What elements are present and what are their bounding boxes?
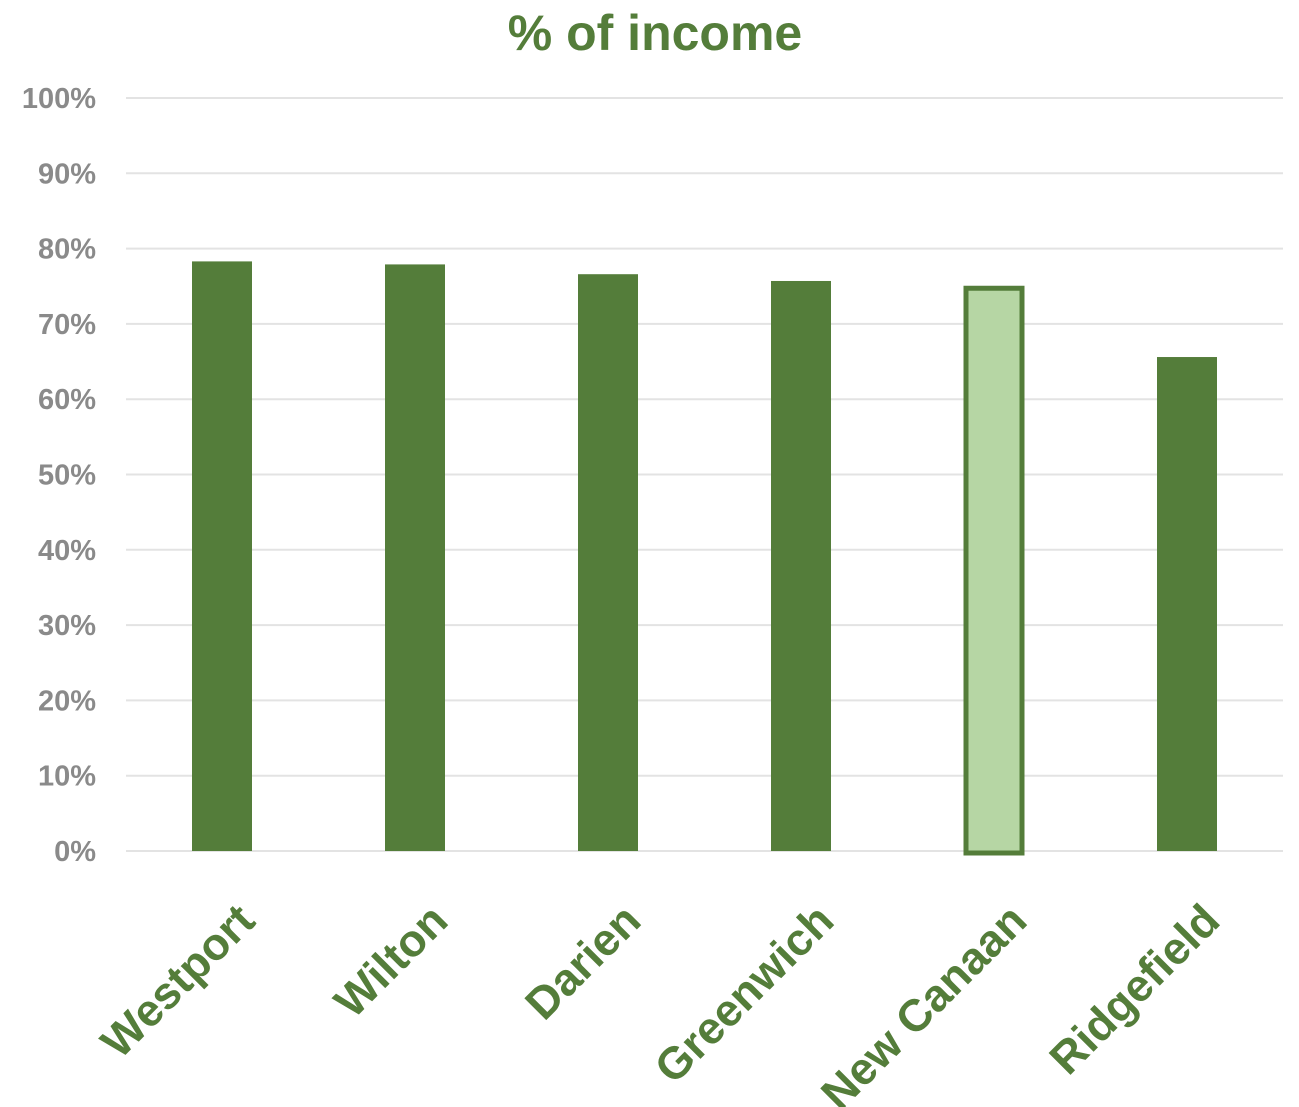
y-tick-label: 40%: [38, 535, 96, 567]
y-tick-label: 70%: [38, 309, 96, 341]
y-tick-label: 90%: [38, 158, 96, 190]
y-tick-label: 0%: [54, 836, 96, 868]
y-tick-label: 80%: [38, 234, 96, 266]
x-category-label: Ridgefield: [1039, 894, 1229, 1084]
bar: [578, 274, 638, 851]
y-tick-label: 20%: [38, 685, 96, 717]
bar-highlighted: [963, 285, 1025, 856]
x-category-label: Wilton: [324, 894, 457, 1027]
chart-title: % of income: [508, 5, 802, 61]
bar: [192, 261, 252, 851]
x-category-label: New Canaan: [811, 894, 1036, 1107]
y-axis-tick-labels: 0% 10% 20% 30% 40% 50% 60% 70% 80% 90% 100%: [22, 83, 96, 868]
bars: [192, 261, 1217, 856]
bar: [1157, 357, 1217, 851]
y-tick-label: 100%: [22, 83, 96, 115]
bar: [771, 280, 831, 851]
x-category-label: Darien: [515, 894, 650, 1029]
y-tick-label: 10%: [38, 761, 96, 793]
gridlines: [126, 97, 1283, 852]
y-tick-label: 60%: [38, 384, 96, 416]
y-tick-label: 30%: [38, 610, 96, 642]
bar: [385, 264, 445, 852]
x-category-label: Greenwich: [645, 894, 844, 1093]
x-category-label: Westport: [91, 894, 264, 1067]
y-tick-label: 50%: [38, 460, 96, 492]
